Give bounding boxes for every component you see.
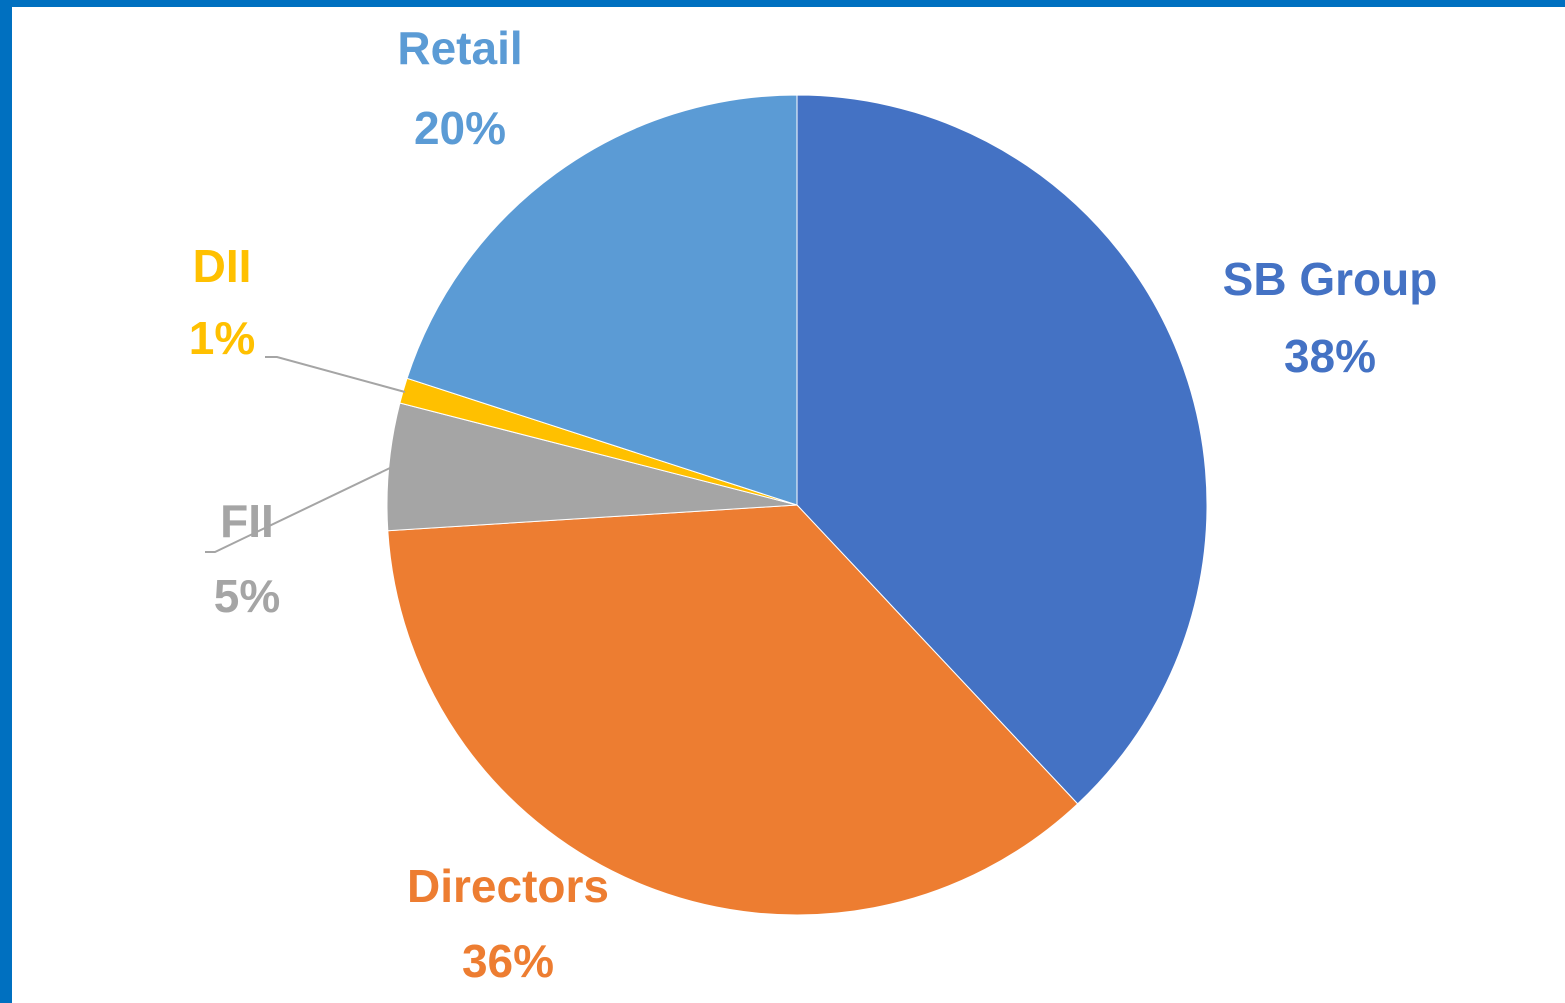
slice-label-value: 38% [1284, 330, 1376, 382]
slice-label-value: 36% [462, 935, 554, 987]
slice-label-name: Directors [407, 860, 609, 912]
pie-slice [406, 94, 798, 506]
leader-line [265, 356, 406, 393]
labels: SB Group 38% Directors 36% FII 5% DII 1% Retail 2… [189, 22, 1438, 987]
slice-label-value: 20% [414, 102, 506, 154]
pie-slice [387, 504, 1079, 916]
pie-slice [796, 94, 1208, 805]
leader-line [205, 467, 391, 553]
frame-left [0, 0, 12, 1003]
slice-label-name: SB Group [1223, 253, 1438, 305]
slice-label-name: DII [193, 240, 252, 292]
slice-label-value: 5% [214, 570, 280, 622]
frame-top [0, 0, 1565, 7]
slice-label-name: FII [220, 495, 274, 547]
slice-label-value: 1% [189, 312, 255, 364]
pie [386, 94, 1208, 916]
slice-label-name: Retail [397, 22, 522, 74]
